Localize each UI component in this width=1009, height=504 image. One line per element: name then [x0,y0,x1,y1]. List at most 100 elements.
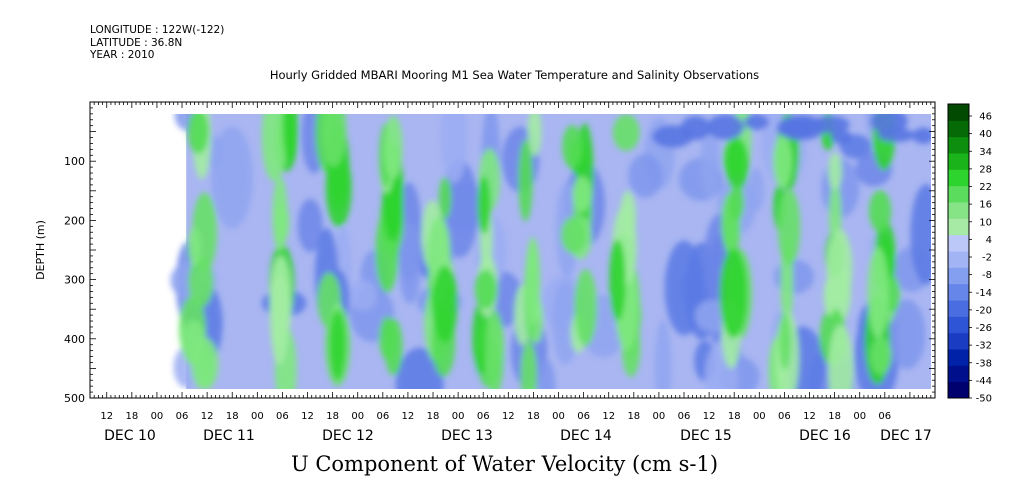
x-tick-label: 00 [853,411,866,422]
colorbar-swatch [948,153,969,170]
y-tick-label: 100 [64,155,85,168]
colorbar-swatch [948,120,969,138]
x-tick-label: 00 [452,411,465,422]
colorbar-swatch [948,218,969,236]
heatmap-blue-patch [912,127,931,144]
colorbar-label: -20 [976,305,992,316]
heatmap-blue-patch [888,299,926,370]
heatmap-blue-patch [774,259,815,294]
chart-title: Hourly Gridded MBARI Mooring M1 Sea Wate… [269,68,760,82]
colorbar-label: -44 [976,376,992,387]
heatmap-field [170,114,931,389]
heatmap-green-patch [187,227,201,266]
heatmap-blue-patch [398,222,422,304]
x-tick-label: 00 [753,411,766,422]
heatmap-green-patch [261,114,288,182]
colorbar-swatch [948,185,969,203]
heatmap-green-patch [823,277,836,316]
y-tick-label: 200 [64,214,85,227]
heatmap-green-patch [321,114,347,167]
colorbar-label: -26 [976,323,992,334]
x-day-label: DEC 11 [203,428,255,444]
heatmap-green-patch [474,269,497,309]
colorbar-label: 40 [979,129,992,140]
x-tick-label: 06 [176,411,189,422]
x-tick-label: 12 [301,411,314,422]
colorbar-swatch [948,267,969,285]
heatmap-blue-patch [744,114,769,130]
colorbar-swatch [948,251,969,268]
heatmap-green-patch [773,135,793,188]
heatmap-green-patch [869,336,892,375]
colorbar-label: -2 [982,253,992,264]
heatmap-green-patch [725,137,749,191]
y-axis-label: DEPTH (m) [34,220,47,280]
x-tick-label: 12 [602,411,615,422]
x-tick-label: 00 [653,411,666,422]
heatmap-green-patch [729,184,745,221]
heatmap-blue-patch [654,319,672,389]
heatmap-green-patch [484,309,505,389]
x-day-label: DEC 12 [322,428,374,444]
x-tick-label: 06 [678,411,691,422]
colorbar-swatch [948,300,969,317]
x-tick-label: 06 [778,411,791,422]
heatmap-green-patch [282,114,298,165]
heatmap-green-patch [609,239,626,321]
x-tick-label: 18 [527,411,540,422]
colorbar-swatch [948,136,969,154]
heatmap-blue-patch [441,159,479,258]
x-tick-label: 00 [151,411,164,422]
heatmap-blue-patch [707,114,745,140]
colorbar-label: 4 [986,235,992,246]
heatmap-blue-patch [877,128,915,143]
heatmap-green-patch [477,175,491,235]
x-day-label: DEC 13 [441,428,493,444]
x-tick-label: 12 [703,411,716,422]
x-tick-label: 18 [427,411,440,422]
heatmap-green-patch [828,324,854,389]
heatmap-blue-patch [910,184,931,285]
x-tick-label: 18 [627,411,640,422]
y-tick-label: 400 [64,333,85,346]
x-tick-label: 06 [477,411,490,422]
colorbar-swatch [948,104,969,121]
x-tick-label: 12 [502,411,515,422]
colorbar-swatch [948,316,969,334]
heatmap-blue-patch [211,126,253,229]
colorbar-swatch [948,283,969,301]
heatmap-green-patch [384,115,403,180]
heatmap-blue-patch [831,130,853,145]
heatmap-green-patch [187,114,209,154]
y-tick-label: 300 [64,274,85,287]
x-tick-label: 18 [828,411,841,422]
heatmap-blue-patch [664,240,704,336]
colorbar-swatch [948,365,969,383]
heatmap-green-patch [438,177,452,220]
x-day-label: DEC 14 [560,428,612,444]
heatmap-green-patch [778,313,792,370]
x-tick-label: 06 [276,411,289,422]
plot-axes: 12 18 00 06 12 18 00 06 12 18 00 06 12 18 00 06 12 18 00 06… [34,101,936,444]
heatmap-blue-patch [700,125,721,200]
heatmap-green-patch [869,190,892,232]
heatmap-green-patch [270,274,289,366]
x-day-label: DEC 17 [880,428,932,444]
x-tick-label: 12 [402,411,415,422]
colorbar-label: -8 [982,270,992,281]
x-tick-label: 06 [577,411,590,422]
x-tick-label: 06 [376,411,389,422]
heatmap-green-patch [525,237,541,327]
heatmap-blue-patch [536,358,556,389]
colorbar-label: -14 [976,288,992,299]
x-tick-label: 18 [125,411,138,422]
heatmap-blue-patch [628,153,663,198]
heatmap-green-patch [560,216,587,254]
x-tick-label: 06 [878,411,891,422]
x-tick-label: 00 [251,411,264,422]
heatmap-green-patch [828,152,842,190]
colorbar: 46 40 34 28 22 16 10 4 -2 -8 -14 -20 -26 -32 -38 -44 -50 [947,103,992,405]
latitude-label: LATITUDE : 36.8N [90,36,183,49]
heatmap-blue-patch [297,198,323,253]
x-day-label: DEC 10 [104,428,156,444]
